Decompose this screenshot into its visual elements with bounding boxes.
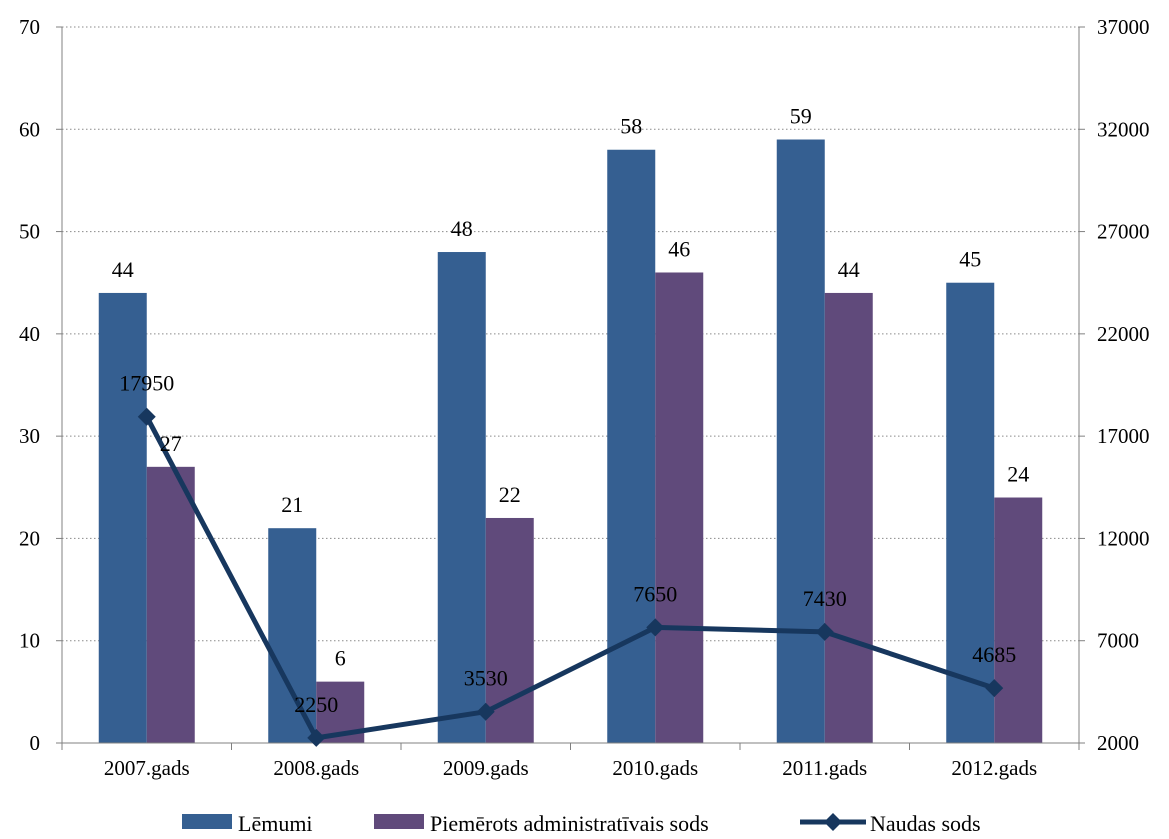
bars — [98, 139, 1043, 743]
legend-label: Lēmumi — [238, 811, 313, 836]
axes — [56, 26, 1085, 750]
left-tick-label: 40 — [19, 322, 40, 346]
x-tick-label: 2010.gads — [612, 756, 698, 780]
naudas-sods-point — [815, 622, 834, 641]
data-labels: 44 27 21 6 48 22 58 46 59 44 45 24 17950 2250 3530 7650… — [112, 104, 1030, 717]
naudas-sods-point — [646, 618, 665, 637]
bar-piemerots — [146, 466, 195, 743]
left-tick-label: 20 — [19, 526, 40, 550]
left-tick-label: 0 — [30, 731, 41, 755]
bar-data-label: 44 — [838, 257, 860, 282]
bar-data-label: 45 — [959, 247, 981, 272]
line-data-label: 7650 — [633, 581, 677, 606]
bar-data-label: 48 — [451, 216, 473, 241]
right-tick-label: 32000 — [1097, 117, 1150, 141]
line-data-label: 7430 — [803, 586, 847, 611]
line-series — [137, 407, 1004, 747]
right-tick-label: 27000 — [1097, 220, 1150, 244]
naudas-sods-line — [144, 415, 996, 741]
line-data-label: 2250 — [294, 692, 338, 717]
bar-lemumi — [98, 292, 147, 743]
bar-data-label: 46 — [668, 236, 690, 261]
left-axis-ticks: 0 10 20 30 40 50 60 70 — [19, 15, 40, 755]
left-tick-label: 70 — [19, 15, 40, 39]
legend-marker — [824, 813, 842, 831]
right-tick-label: 17000 — [1097, 424, 1150, 448]
right-axis-ticks: 2000 7000 12000 17000 22000 27000 32000 37000 — [1097, 15, 1150, 755]
naudas-sods-point — [137, 407, 156, 426]
legend-swatch — [182, 814, 232, 829]
bar-lemumi — [437, 252, 486, 743]
line-data-label: 3530 — [464, 666, 508, 691]
line-data-label: 4685 — [972, 642, 1016, 667]
bar-data-label: 27 — [160, 431, 182, 456]
legend-label: Piemērots administratīvais sods — [430, 811, 709, 836]
bar-lemumi — [946, 282, 995, 743]
gridlines — [62, 26, 1079, 642]
line-data-label: 17950 — [119, 371, 174, 396]
bar-data-label: 6 — [335, 646, 346, 671]
naudas-sods-point — [985, 679, 1004, 698]
legend: Lēmumi Piemērots administratīvais sods Nau… — [182, 811, 981, 836]
bar-data-label: 59 — [790, 104, 812, 129]
x-axis-ticks: 2007.gads 2008.gads 2009.gads 2010.gads 2011… — [104, 756, 1037, 780]
legend-label: Naudas sods — [870, 811, 981, 836]
naudas-sods-point — [476, 702, 495, 721]
right-tick-label: 12000 — [1097, 526, 1150, 550]
right-tick-label: 7000 — [1097, 629, 1139, 653]
right-tick-label: 37000 — [1097, 15, 1150, 39]
right-tick-label: 2000 — [1097, 731, 1139, 755]
bar-piemerots — [994, 497, 1043, 743]
left-tick-label: 60 — [19, 117, 40, 141]
naudas-sods-point — [307, 728, 326, 747]
legend-swatch — [374, 814, 424, 829]
bar-piemerots — [655, 272, 704, 743]
left-tick-label: 30 — [19, 424, 40, 448]
x-tick-label: 2012.gads — [951, 756, 1037, 780]
bar-data-label: 22 — [499, 482, 521, 507]
bar-data-label: 21 — [281, 492, 303, 517]
bar-data-label: 24 — [1007, 462, 1029, 487]
bar-lemumi — [607, 149, 656, 743]
x-tick-label: 2011.gads — [782, 756, 867, 780]
x-tick-label: 2008.gads — [273, 756, 359, 780]
x-tick-label: 2009.gads — [443, 756, 529, 780]
bar-lemumi — [268, 528, 317, 743]
bar-piemerots — [824, 292, 873, 743]
bar-lemumi — [776, 139, 825, 743]
right-tick-label: 22000 — [1097, 322, 1150, 346]
left-tick-label: 10 — [19, 629, 40, 653]
left-tick-label: 50 — [19, 220, 40, 244]
bar-data-label: 58 — [620, 114, 642, 139]
bar-data-label: 44 — [112, 257, 134, 282]
x-tick-label: 2007.gads — [104, 756, 190, 780]
